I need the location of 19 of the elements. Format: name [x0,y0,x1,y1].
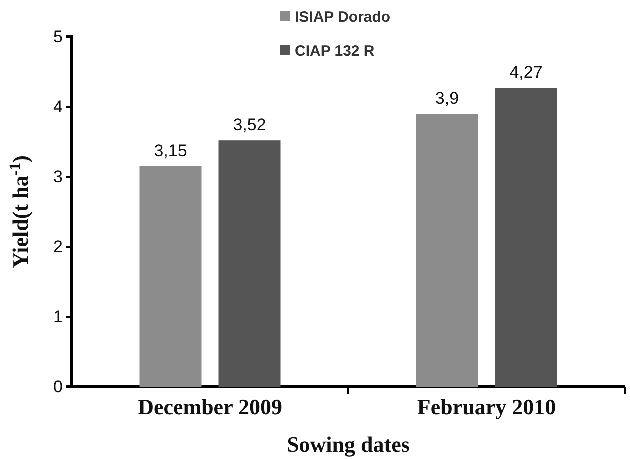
bar [140,166,202,387]
legend-label: CIAP 132 R [295,43,375,60]
x-tick-label: February 2010 [417,394,556,420]
y-tick-label: 3 [54,167,63,186]
x-axis-title: Sowing dates [287,432,410,457]
data-label: 3,52 [233,116,266,135]
y-tick-label: 2 [54,237,63,256]
x-tick-label: December 2009 [138,394,282,420]
data-label: 4,27 [510,63,543,82]
y-tick-label: 5 [54,27,63,46]
bar [218,140,281,387]
y-tick-label: 4 [54,97,63,116]
legend-label: ISIAP Dorado [295,9,391,26]
y-tick-label: 1 [54,307,63,326]
bar [416,114,478,387]
data-label: 3,9 [435,89,460,108]
data-label: 3,15 [154,142,188,160]
y-tick-label: 0 [54,377,63,396]
bar [495,88,558,387]
